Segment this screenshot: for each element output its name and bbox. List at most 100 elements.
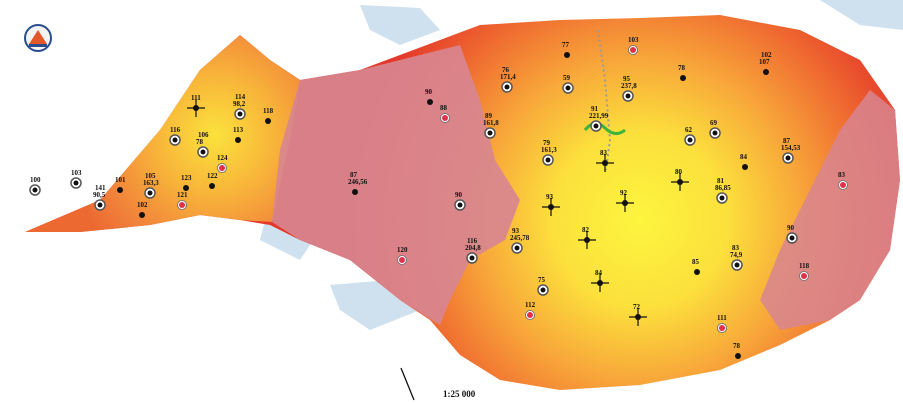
- well-marker: [470, 256, 475, 261]
- well-label: 90: [455, 191, 463, 199]
- well-label: 113: [233, 126, 244, 134]
- well-marker: [173, 138, 178, 143]
- well-label: 120: [397, 246, 408, 254]
- well-value: 246,56: [348, 178, 368, 186]
- well-marker: [117, 187, 123, 193]
- well-value: 204,8: [465, 244, 481, 252]
- well-value: 171,4: [500, 73, 516, 81]
- well-value: 74,9: [730, 251, 743, 259]
- well-marker: [546, 158, 551, 163]
- well-value: 161,8: [483, 119, 499, 127]
- well-marker: [626, 94, 631, 99]
- well-marker: [584, 237, 590, 243]
- well-marker: [602, 160, 608, 166]
- well-marker: [238, 112, 243, 117]
- well-value: 98,2: [233, 100, 246, 108]
- well-label: 118: [263, 107, 274, 115]
- well-marker: [594, 124, 599, 129]
- well-value: 221,99: [589, 112, 609, 120]
- well-marker: [527, 312, 533, 318]
- well-label: 83: [838, 171, 846, 179]
- well-marker: [458, 203, 463, 208]
- well-marker: [399, 257, 405, 263]
- well-label: 59: [563, 74, 571, 82]
- well: 103: [71, 169, 82, 188]
- well-marker: [635, 314, 641, 320]
- well-label: 124: [217, 154, 228, 162]
- well-label: 112: [525, 301, 536, 309]
- well-label: 90: [787, 224, 795, 232]
- well-value: 78: [196, 138, 204, 146]
- well-marker: [735, 263, 740, 268]
- well-label: 69: [710, 119, 718, 127]
- well-value: 237,8: [621, 82, 637, 90]
- well: 100: [30, 176, 41, 195]
- well-marker: [515, 246, 520, 251]
- well-label: 118: [799, 262, 810, 270]
- north-arrow: [401, 368, 414, 400]
- well-label: 75: [538, 276, 546, 284]
- well-label: 122: [207, 172, 218, 180]
- well-label: 103: [71, 169, 82, 177]
- well-marker: [720, 196, 725, 201]
- well-marker: [74, 181, 79, 186]
- well-value: 161,3: [541, 146, 557, 154]
- well-label: 116: [170, 126, 181, 134]
- well-value: 90,5: [93, 191, 106, 199]
- well-label: 100: [30, 176, 41, 184]
- well-marker: [209, 183, 215, 189]
- well-marker: [719, 325, 725, 331]
- well-marker: [742, 164, 748, 170]
- well-marker: [564, 52, 570, 58]
- well-marker: [688, 138, 693, 143]
- well-label: 103: [628, 36, 639, 44]
- well-marker: [148, 191, 153, 196]
- well-label: 111: [717, 314, 727, 322]
- well-label: 80: [675, 168, 683, 176]
- left-lobe: [25, 35, 300, 232]
- well-marker: [219, 165, 225, 171]
- well-marker: [139, 212, 145, 218]
- well-marker: [622, 200, 628, 206]
- well-marker: [548, 204, 554, 210]
- well-marker: [98, 203, 103, 208]
- well-marker: [735, 353, 741, 359]
- scale: 1:25 000: [443, 389, 476, 399]
- well-marker: [193, 105, 199, 111]
- well-marker: [541, 288, 546, 293]
- well-marker: [566, 86, 571, 91]
- well-marker: [235, 137, 241, 143]
- well-marker: [265, 118, 271, 124]
- well-marker: [352, 189, 358, 195]
- well-label: 92: [620, 189, 628, 197]
- well-marker: [680, 75, 686, 81]
- well-value: 245,78: [510, 234, 530, 242]
- well-marker: [786, 156, 791, 161]
- well-marker: [488, 131, 493, 136]
- well-marker: [763, 69, 769, 75]
- well-marker: [505, 85, 510, 90]
- page: {"map": {"scale": "1:25 000", "wells": […: [0, 0, 903, 404]
- well-value: 107: [759, 58, 770, 66]
- well-label: 84: [740, 153, 748, 161]
- well-label: 78: [733, 342, 741, 350]
- well-label: 88: [440, 104, 448, 112]
- well-marker: [442, 115, 448, 121]
- well: 11498,2: [233, 93, 246, 119]
- well-value: 154,53: [781, 144, 801, 152]
- well-value: 163,3: [143, 179, 159, 187]
- well-label: 102: [137, 201, 148, 209]
- well-label: 90: [425, 88, 433, 96]
- well-label: 85: [692, 258, 700, 266]
- well-label: 111: [191, 94, 201, 102]
- well-label: 121: [177, 191, 188, 199]
- well-label: 82: [582, 226, 590, 234]
- well-marker: [677, 179, 683, 185]
- well-marker: [179, 202, 185, 208]
- well-label: 78: [678, 64, 686, 72]
- well-label: 83: [600, 149, 608, 157]
- well-value: 86,85: [715, 184, 731, 192]
- well-marker: [201, 150, 206, 155]
- well-marker: [801, 273, 807, 279]
